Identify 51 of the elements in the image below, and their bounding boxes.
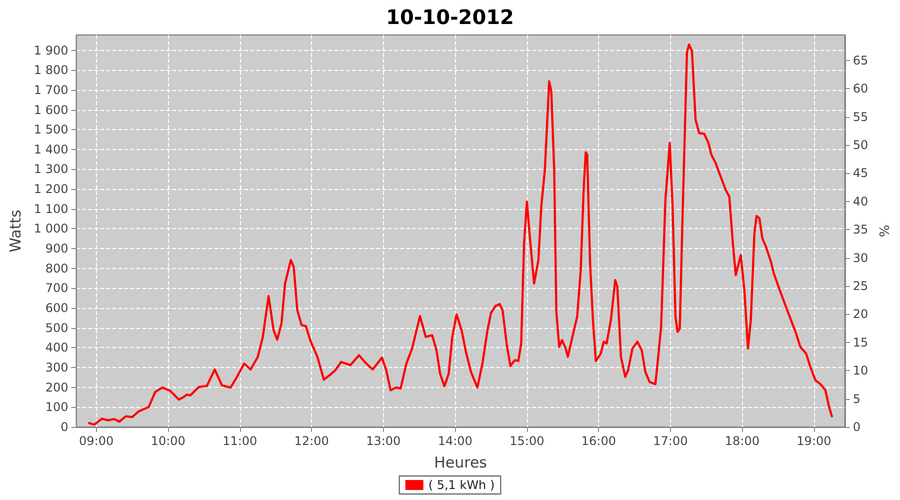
y-tick-label: 900 bbox=[45, 242, 68, 256]
legend-label: ( 5,1 kWh ) bbox=[428, 478, 495, 492]
y2-tick-label: 10 bbox=[852, 364, 868, 378]
line-series bbox=[88, 43, 834, 426]
y-tick-label: 1 700 bbox=[34, 82, 68, 97]
y-tick-label: 1 900 bbox=[34, 43, 68, 58]
x-tick-label: 13:00 bbox=[366, 434, 401, 448]
y2-tick-label: 40 bbox=[852, 194, 868, 208]
x-tick-label: 09:00 bbox=[79, 434, 114, 448]
x-tick-label: 15:00 bbox=[510, 434, 544, 448]
x-tick-label: 16:00 bbox=[581, 434, 616, 448]
y2-tick-label: 55 bbox=[852, 110, 868, 124]
y-tick-label: 300 bbox=[45, 360, 68, 375]
y2-tick-label: 60 bbox=[852, 82, 868, 96]
x-tick-label: 14:00 bbox=[438, 434, 472, 448]
y-tick-label: 800 bbox=[45, 261, 68, 276]
y-tick-label: 1 300 bbox=[34, 162, 68, 176]
y-tick-label: 1 100 bbox=[34, 202, 68, 216]
x-tick-label: 11:00 bbox=[222, 434, 258, 448]
y2-tick-label: 45 bbox=[852, 166, 868, 180]
y2-tick-label: 30 bbox=[852, 250, 868, 265]
y2-axis-title: % bbox=[878, 224, 893, 238]
chart-title: 10-10-2012 bbox=[386, 5, 514, 29]
y2-tick-label: 5 bbox=[852, 392, 860, 406]
y-tick-label: 1 800 bbox=[34, 63, 68, 78]
y-tick-label: 200 bbox=[45, 380, 68, 394]
y2-tick-label: 0 bbox=[852, 420, 860, 434]
y-tick-label: 400 bbox=[45, 340, 68, 355]
x-tick-label: 19:00 bbox=[796, 434, 832, 448]
y2-tick-label: 50 bbox=[852, 138, 868, 152]
y-tick-label: 1 600 bbox=[34, 102, 68, 117]
y-tick-label: 100 bbox=[45, 400, 68, 414]
y2-tick-label: 25 bbox=[852, 278, 868, 293]
y-tick-label: 700 bbox=[45, 281, 68, 296]
x-tick-label: 18:00 bbox=[724, 434, 760, 448]
y2-tick-label: 65 bbox=[852, 53, 868, 68]
y2-tick-label: 15 bbox=[852, 335, 868, 350]
y-tick-label: 500 bbox=[45, 320, 68, 335]
y-tick-label: 1 200 bbox=[34, 182, 68, 196]
x-tick-label: 12:00 bbox=[294, 434, 329, 448]
y-tick-label: 1 500 bbox=[34, 122, 68, 137]
x-tick-label: 17:00 bbox=[653, 434, 688, 448]
y-tick-label: 1 000 bbox=[34, 222, 68, 236]
x-axis-title: Heures bbox=[434, 454, 488, 472]
x-tick-label: 10:00 bbox=[150, 434, 186, 448]
y-tick-label: 0 bbox=[60, 420, 68, 434]
y-tick-label: 1 400 bbox=[34, 142, 68, 156]
y-axis-title: Watts bbox=[6, 210, 24, 252]
y2-tick-label: 35 bbox=[852, 222, 868, 237]
y2-tick-label: 20 bbox=[852, 307, 868, 322]
y-tick-label: 600 bbox=[45, 301, 68, 316]
